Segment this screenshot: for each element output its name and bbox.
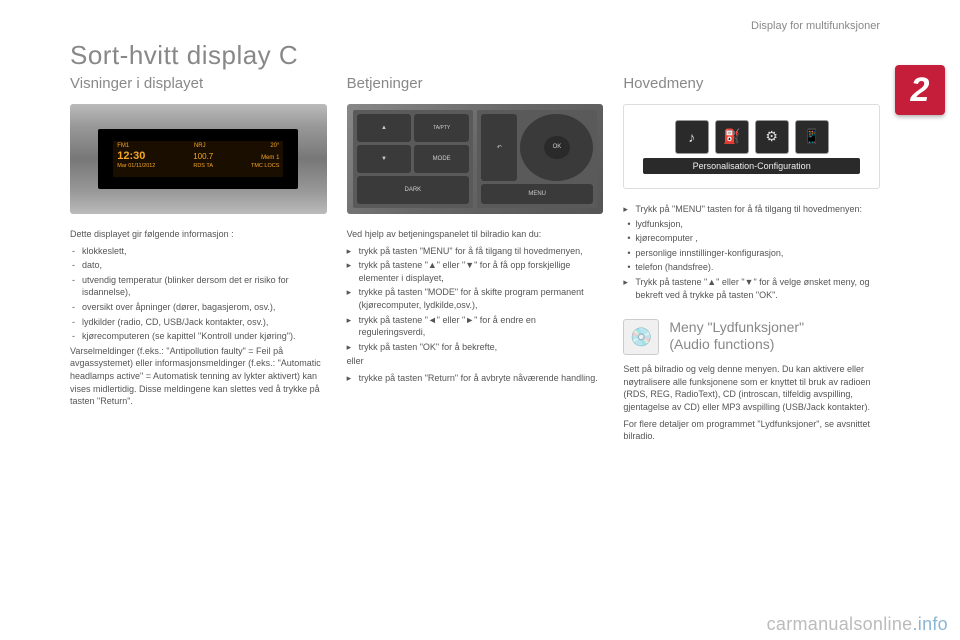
lcd-screen: FM1 NRJ 20° 12:30 100.7 Mem 1 Mar 01/11/… <box>113 141 283 177</box>
list-item: personlige innstillinger-konfigurasjon, <box>623 247 880 260</box>
breadcrumb: Display for multifunksjoner <box>751 20 880 32</box>
up-btn-icon: ▲ <box>357 114 412 142</box>
list-item: trykk på tastene "◄" eller "►" for å end… <box>347 314 604 339</box>
watermark-main: carmanualsonline <box>767 614 913 634</box>
audio-menu-icon: ♪ <box>675 120 709 154</box>
watermark-suffix: .info <box>912 614 948 634</box>
dpad-icon: OK <box>520 114 593 181</box>
list-item: lydkilder (radio, CD, USB/Jack kontakter… <box>70 316 327 329</box>
col1-para: Varselmeldinger (f.eks.: "Antipollution … <box>70 345 327 408</box>
lcd-tmc: TMC LOCS <box>251 163 279 170</box>
mode-btn: MODE <box>414 145 469 173</box>
menu-btn: MENU <box>481 184 593 204</box>
lcd-temp: 20° <box>270 143 279 150</box>
col2-list2: trykke på tasten "Return" for å avbryte … <box>347 372 604 385</box>
lcd-freq: 100.7 <box>193 152 213 162</box>
list-item: trykke på tasten "MODE" for å skifte pro… <box>347 286 604 311</box>
audio-para2: For flere detaljer om programmet "Lydfun… <box>623 418 880 443</box>
lcd-mem: Mem 1 <box>261 155 279 162</box>
controls-right: ↶ OK MENU <box>477 110 597 208</box>
col1-intro: Dette displayet gir følgende informasjon… <box>70 228 327 241</box>
settings-menu-icon: ⚙ <box>755 120 789 154</box>
audio-cd-icon: 💿 <box>623 319 659 355</box>
watermark: carmanualsonline.info <box>767 614 948 635</box>
menu-strip-label: Personalisation-Configuration <box>643 158 859 174</box>
list-item: kjørecomputeren (se kapittel "Kontroll u… <box>70 330 327 343</box>
col2-body: Ved hjelp av betjeningspanelet til bilra… <box>347 228 604 385</box>
ta-btn-icon: TA/PTY <box>414 114 469 142</box>
col-betjeninger: Betjeninger ▲ TA/PTY ▼ MODE DARK ↶ <box>347 75 604 447</box>
return-btn-icon: ↶ <box>481 114 517 181</box>
lcd-frame: FM1 NRJ 20° 12:30 100.7 Mem 1 Mar 01/11/… <box>98 129 298 189</box>
list-item: kjørecomputer , <box>623 232 880 245</box>
list-item: klokkeslett, <box>70 245 327 258</box>
col3-sublist: lydfunksjon, kjørecomputer , personlige … <box>623 218 880 274</box>
col3-body: Trykk på "MENU" tasten for å få tilgang … <box>623 203 880 443</box>
list-item: trykke på tasten "Return" for å avbryte … <box>347 372 604 385</box>
col2-or: eller <box>347 355 604 368</box>
lcd-time: 12:30 <box>117 150 145 163</box>
page-title: Sort-hvitt display C <box>70 40 298 71</box>
audio-title-l2: (Audio functions) <box>669 336 804 353</box>
lcd-station: NRJ <box>194 143 206 150</box>
col2-list: trykk på tasten "MENU" for å få tilgang … <box>347 245 604 354</box>
display-photo: FM1 NRJ 20° 12:30 100.7 Mem 1 Mar 01/11/… <box>70 104 327 214</box>
col1-body: Dette displayet gir følgende informasjon… <box>70 228 327 408</box>
col-visninger: Visninger i displayet FM1 NRJ 20° 12:30 … <box>70 75 327 447</box>
col1-subtitle: Visninger i displayet <box>70 75 327 92</box>
col1-list: klokkeslett, dato, utvendig temperatur (… <box>70 245 327 343</box>
computer-menu-icon: ⛽ <box>715 120 749 154</box>
lcd-date: Mar 01/11/2012 <box>117 163 155 170</box>
chapter-number: 2 <box>895 65 945 115</box>
menu-photo: ♪ ⛽ ⚙ 📱 Personalisation-Configuration <box>623 104 880 189</box>
audio-section: 💿 Meny "Lydfunksjoner" (Audio functions) <box>623 319 880 355</box>
list-item: dato, <box>70 259 327 272</box>
col3-subtitle: Hovedmeny <box>623 75 880 92</box>
ok-btn: OK <box>544 136 570 159</box>
list-item: oversikt over åpninger (dører, bagasjero… <box>70 301 327 314</box>
lcd-rds: RDS TA <box>193 163 213 170</box>
col3-list-bottom: Trykk på tastene "▲" eller "▼" for å vel… <box>623 276 880 301</box>
controls-photo: ▲ TA/PTY ▼ MODE DARK ↶ OK <box>347 104 604 214</box>
list-item: trykk på tasten "OK" for å bekrefte, <box>347 341 604 354</box>
list-item: utvendig temperatur (blinker dersom det … <box>70 274 327 299</box>
dark-btn: DARK <box>357 176 469 204</box>
col2-intro: Ved hjelp av betjeningspanelet til bilra… <box>347 228 604 241</box>
audio-para1: Sett på bilradio og velg denne menyen. D… <box>623 363 880 413</box>
list-item: Trykk på "MENU" tasten for å få tilgang … <box>623 203 880 216</box>
controls-left: ▲ TA/PTY ▼ MODE DARK <box>353 110 473 208</box>
col-hovedmeny: Hovedmeny ♪ ⛽ ⚙ 📱 Personalisation-Config… <box>623 75 880 447</box>
menu-icons-row: ♪ ⛽ ⚙ 📱 <box>675 120 829 154</box>
col2-subtitle: Betjeninger <box>347 75 604 92</box>
phone-menu-icon: 📱 <box>795 120 829 154</box>
down-btn-icon: ▼ <box>357 145 412 173</box>
lcd-fm: FM1 <box>117 143 129 150</box>
audio-title-l1: Meny "Lydfunksjoner" <box>669 319 804 336</box>
list-item: lydfunksjon, <box>623 218 880 231</box>
content-columns: Visninger i displayet FM1 NRJ 20° 12:30 … <box>70 75 880 447</box>
list-item: Trykk på tastene "▲" eller "▼" for å vel… <box>623 276 880 301</box>
list-item: trykk på tasten "MENU" for å få tilgang … <box>347 245 604 258</box>
col3-list-top: Trykk på "MENU" tasten for å få tilgang … <box>623 203 880 216</box>
list-item: telefon (handsfree). <box>623 261 880 274</box>
list-item: trykk på tastene "▲" eller "▼" for å få … <box>347 259 604 284</box>
